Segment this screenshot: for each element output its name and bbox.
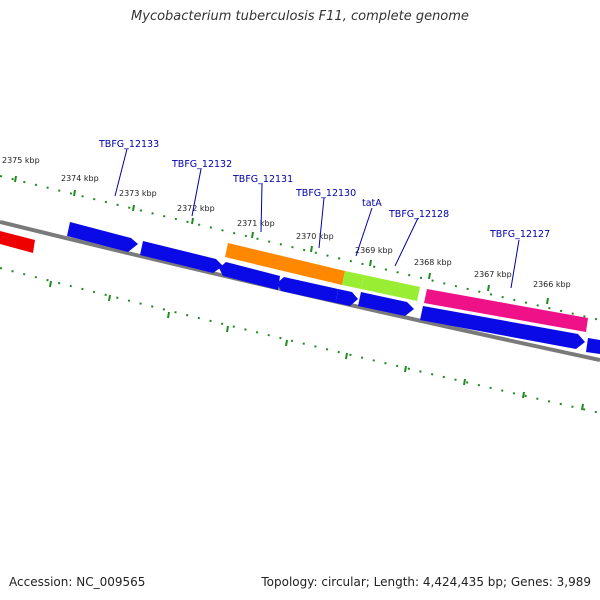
- gene-label-tbfg-12128: TBFG_12128: [388, 209, 449, 220]
- gene-label-tbfg-12131: TBFG_12131: [232, 174, 293, 185]
- leader-line: [191, 168, 202, 217]
- major-tick: [581, 403, 584, 411]
- gene-arrow-blue[interactable]: [420, 306, 585, 349]
- major-tick: [226, 325, 229, 333]
- gene-label-leaders: [114, 148, 520, 289]
- major-tick: [49, 280, 52, 288]
- kbp-label: 2371 kbp: [237, 219, 275, 228]
- major-tick: [251, 231, 254, 239]
- major-tick: [522, 391, 525, 399]
- kbp-label: 2369 kbp: [355, 246, 393, 255]
- major-tick: [487, 284, 490, 292]
- leader-line: [355, 207, 373, 257]
- genome-info-text: Topology: circular; Length: 4,424,435 bp…: [261, 575, 591, 589]
- gene-orange[interactable]: [225, 243, 345, 285]
- gene-lime-tatA[interactable]: [342, 271, 364, 289]
- major-tick: [191, 217, 194, 225]
- gene-pink[interactable]: [424, 289, 588, 332]
- gene-lime[interactable]: [361, 275, 420, 301]
- major-tick: [404, 365, 407, 373]
- gene-arrow-blue[interactable]: [358, 292, 414, 316]
- kbp-label: 2366 kbp: [533, 280, 571, 289]
- kbp-label: 2367 kbp: [474, 270, 512, 279]
- kbp-label: 2368 kbp: [414, 258, 452, 267]
- kbp-label: 2374 kbp: [61, 174, 99, 183]
- major-tick: [73, 189, 76, 197]
- map-title: Mycobacterium tuberculosis F11, complete…: [131, 9, 469, 24]
- leader-line: [318, 197, 325, 249]
- major-tick: [345, 352, 348, 360]
- accession-text: Accession: NC_009565: [9, 575, 146, 589]
- leader-line: [394, 217, 419, 267]
- major-tick: [463, 378, 466, 386]
- gene-label-tbfg-12133: TBFG_12133: [98, 139, 159, 150]
- major-tick: [14, 175, 17, 183]
- reverse-strand: [219, 262, 600, 354]
- major-tick: [132, 204, 135, 212]
- major-tick: [310, 245, 313, 253]
- outer-major-ticks: [14, 175, 549, 305]
- forward-strand: [0, 222, 588, 332]
- major-tick: [428, 272, 431, 280]
- gene-label-tbfg-12127: TBFG_12127: [489, 229, 550, 240]
- leader-line: [114, 148, 128, 197]
- major-tick: [108, 294, 111, 302]
- major-tick: [285, 339, 288, 347]
- leader-line: [260, 183, 263, 233]
- inner-major-ticks: [49, 280, 584, 411]
- major-tick: [369, 259, 372, 267]
- gene-arrow-blue[interactable]: [140, 241, 223, 273]
- gene-arrow-red[interactable]: [0, 231, 35, 253]
- gene-arrow-blue[interactable]: [67, 222, 138, 252]
- gene-arrow-blue[interactable]: [219, 262, 280, 290]
- major-tick: [546, 297, 549, 305]
- gene-arrow-blue[interactable]: [586, 338, 600, 354]
- kbp-label: 2373 kbp: [119, 189, 157, 198]
- kbp-label: 2372 kbp: [177, 204, 215, 213]
- gene-label-tbfg-12132: TBFG_12132: [171, 159, 232, 170]
- gene-label-tbfg-12130: TBFG_12130: [295, 188, 356, 199]
- gene-label-tata: tatA: [362, 198, 382, 209]
- gene-arrow-blue[interactable]: [277, 277, 338, 303]
- leader-line: [510, 239, 520, 289]
- gene-arrow-blue[interactable]: [336, 289, 358, 306]
- kbp-label: 2375 kbp: [2, 156, 40, 165]
- kbp-label: 2370 kbp: [296, 232, 334, 241]
- major-tick: [167, 311, 170, 319]
